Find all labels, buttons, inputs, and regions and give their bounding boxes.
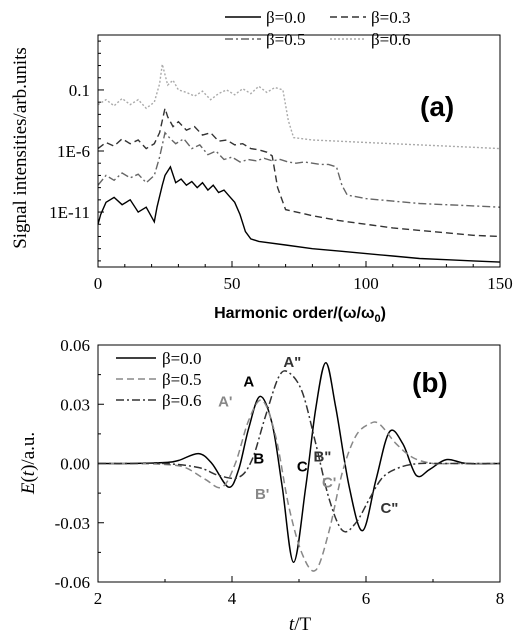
panel-b-label: (b) [412, 367, 448, 398]
panel-a-series-line-0 [97, 165, 501, 263]
panel-b-annotation: C [297, 458, 308, 475]
panel-b-legend-label: β=0.6 [162, 391, 202, 410]
panel-b-xlabel: t/T [289, 614, 312, 635]
panel-a-ticks: 0 50 100 150 0.1 1E-6 1E-11 [49, 40, 513, 293]
panel-b-ylabel-t: t [18, 470, 39, 476]
panel-a-xtick-label: 100 [353, 274, 379, 293]
panel-a-xtick-label: 0 [94, 274, 103, 293]
panel-b-legend: β=0.0 β=0.5 β=0.6 [116, 349, 202, 410]
panel-b-annotation: C' [322, 474, 336, 491]
panel-b-xtick-label: 2 [94, 589, 103, 608]
panel-b-legend-label: β=0.5 [162, 370, 202, 389]
panel-a-ylabel: Signal intensities/arb.units [10, 47, 31, 249]
panel-b-legend-label: β=0.0 [162, 349, 202, 368]
panel-a-xlabel-close: ) [381, 305, 386, 322]
panel-a-legend-label: β=0.5 [266, 30, 306, 49]
panel-b-xlabel-t: t [289, 614, 295, 635]
panel-a-legend-label: β=0.6 [371, 30, 411, 49]
panel-a-series [97, 64, 501, 263]
panel-a-series-line-1 [97, 105, 501, 238]
panel-b-ylabel: E(t)/a.u. [18, 432, 39, 495]
panel-b-series-line-2 [98, 370, 500, 533]
panel-b-ticks: 2 4 6 8 -0.06 -0.03 0.00 0.03 0.06 [55, 336, 505, 608]
panel-b-series-line-1 [97, 399, 500, 572]
panel-b-xtick-label: 8 [496, 589, 505, 608]
panel-b-annotation: B' [255, 486, 269, 503]
panel-b-annotation: A [243, 374, 254, 391]
panel-b-ytick-label: 0.06 [60, 336, 90, 355]
panel-a-legend-label: β=0.3 [371, 8, 411, 27]
panel-a-series-line-2 [97, 131, 501, 208]
panel-a-xtick-label: 50 [224, 274, 241, 293]
panel-a-frame [97, 34, 501, 268]
panel-b-annotation: B [253, 451, 264, 468]
panel-a-ytick-label: 1E-11 [49, 203, 90, 222]
panel-a-xlabel: Harmonic order/(ω/ω0) [214, 305, 386, 325]
panel-b-annotation: A" [283, 354, 301, 371]
panel-b-xtick-label: 6 [362, 589, 371, 608]
panel-b-annotation: C" [380, 500, 398, 517]
panel-b-ylabel-e: E [18, 482, 39, 495]
panel-b-annotations: A A' A" B B' B" C C' C" [218, 354, 398, 517]
panel-b-ytick-label: 0.00 [60, 455, 90, 474]
panel-b-ylabel-open: ( [18, 476, 39, 482]
panel-b-ytick-label: -0.03 [55, 514, 90, 533]
panel-a-legend: β=0.0 β=0.3 β=0.5 β=0.6 [225, 8, 411, 49]
panel-a-xlabel-sub: 0 [374, 313, 380, 325]
panel-b-frame [97, 344, 501, 583]
panel-b-ytick-label: -0.06 [55, 573, 90, 592]
panel-a-ytick-label: 1E-6 [57, 142, 90, 161]
panel-b-series-line-0 [97, 362, 501, 564]
panel-b-ytick-label: 0.03 [60, 395, 90, 414]
panel-b-annotation: A' [218, 393, 232, 410]
panel-b-xtick-label: 4 [228, 589, 237, 608]
panel-b-ylabel-rest: )/a.u. [18, 432, 39, 471]
panel-a-xtick-label: 150 [487, 274, 513, 293]
panel-b-annotation: B" [313, 449, 331, 466]
panel-a-xlabel-main: Harmonic order/(ω/ω [214, 305, 374, 322]
panel-a-legend-label: β=0.0 [266, 8, 306, 27]
panel-b-xlabel-rest: /T [294, 614, 311, 635]
panel-a-label: (a) [420, 91, 454, 122]
panel-a-ytick-label: 0.1 [69, 81, 90, 100]
panel-b-series [97, 362, 501, 572]
panel-b: 2 4 6 8-0.06-0.030.000.030.06 β=0.0β=0.5β=0… [18, 336, 504, 635]
